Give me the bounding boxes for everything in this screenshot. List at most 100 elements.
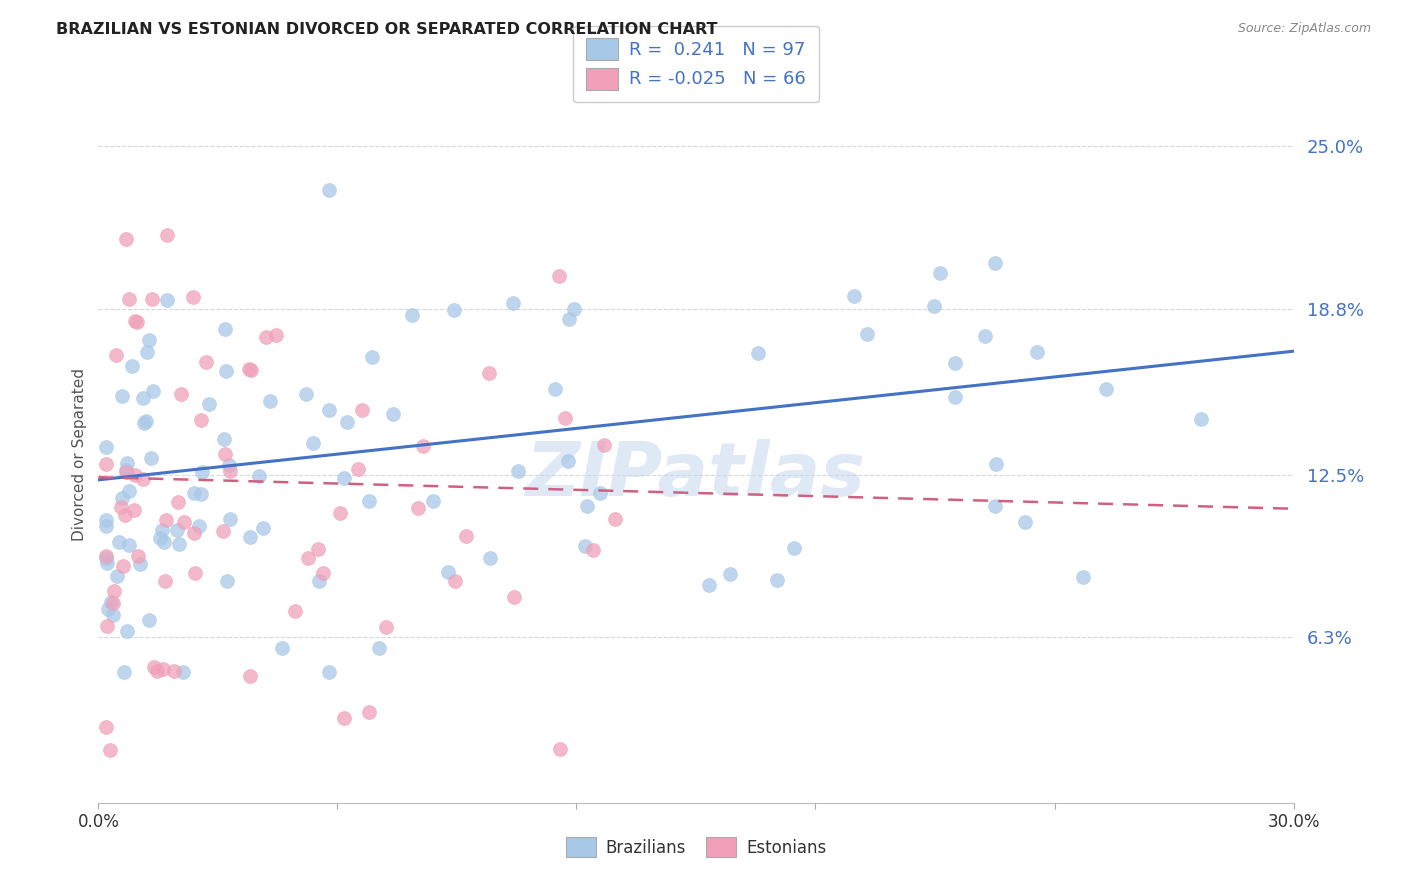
Point <box>118 292 141 306</box>
Point <box>984 499 1007 513</box>
Point <box>436 565 458 579</box>
Point <box>96 551 118 566</box>
Point <box>104 348 127 362</box>
Point <box>166 524 188 538</box>
Point <box>1095 383 1118 397</box>
Text: BRAZILIAN VS ESTONIAN DIVORCED OR SEPARATED CORRELATION CHART: BRAZILIAN VS ESTONIAN DIVORCED OR SEPARA… <box>56 22 717 37</box>
Point <box>129 558 152 572</box>
Point <box>352 402 374 417</box>
Point <box>150 523 173 537</box>
Point <box>195 355 218 369</box>
Point <box>332 711 354 725</box>
Point <box>346 462 368 476</box>
Point <box>502 296 524 310</box>
Point <box>297 550 319 565</box>
Point <box>149 532 172 546</box>
Point <box>214 322 236 336</box>
Point <box>96 513 118 527</box>
Point <box>247 468 270 483</box>
Point <box>132 473 155 487</box>
Point <box>114 665 136 679</box>
Point <box>359 705 381 719</box>
Legend: Brazilians, Estonians: Brazilians, Estonians <box>560 830 832 864</box>
Point <box>96 518 118 533</box>
Point <box>138 614 160 628</box>
Point <box>96 457 118 471</box>
Point <box>557 312 579 326</box>
Point <box>592 438 614 452</box>
Point <box>1014 515 1036 529</box>
Point <box>401 308 423 322</box>
Point <box>96 556 118 570</box>
Point <box>406 500 429 515</box>
Point <box>502 590 524 604</box>
Point <box>215 364 238 378</box>
Point <box>284 604 307 618</box>
Point <box>357 494 380 508</box>
Point <box>375 620 398 634</box>
Point <box>943 390 966 404</box>
Point <box>138 333 160 347</box>
Point <box>190 413 212 427</box>
Point <box>295 387 318 401</box>
Point <box>184 566 207 580</box>
Point <box>212 432 235 446</box>
Point <box>264 328 287 343</box>
Point <box>238 362 260 376</box>
Point <box>127 315 149 329</box>
Point <box>361 350 384 364</box>
Text: ZIPatlas: ZIPatlas <box>526 439 866 512</box>
Point <box>333 471 356 485</box>
Point <box>943 356 966 370</box>
Point <box>219 464 242 478</box>
Point <box>152 662 174 676</box>
Point <box>197 397 219 411</box>
Point <box>131 391 153 405</box>
Point <box>318 183 340 197</box>
Point <box>554 411 576 425</box>
Point <box>169 537 191 551</box>
Point <box>508 463 530 477</box>
Point <box>1026 345 1049 359</box>
Point <box>312 566 335 580</box>
Point <box>381 407 404 421</box>
Point <box>336 415 359 429</box>
Point <box>581 542 603 557</box>
Point <box>974 329 997 343</box>
Point <box>100 743 122 757</box>
Point <box>984 256 1007 270</box>
Point <box>219 512 242 526</box>
Point <box>124 467 146 482</box>
Point <box>141 293 163 307</box>
Point <box>167 495 190 509</box>
Point <box>111 491 134 505</box>
Point <box>783 541 806 555</box>
Point <box>747 346 769 360</box>
Point <box>190 486 212 500</box>
Point <box>329 506 352 520</box>
Point <box>367 640 389 655</box>
Point <box>697 578 720 592</box>
Point <box>139 451 162 466</box>
Point <box>96 549 118 563</box>
Point <box>97 602 120 616</box>
Point <box>318 402 340 417</box>
Point <box>155 574 177 588</box>
Point <box>122 503 145 517</box>
Point <box>254 330 277 344</box>
Point <box>103 583 125 598</box>
Point <box>118 538 141 552</box>
Point <box>124 313 146 327</box>
Point <box>478 366 501 380</box>
Point <box>111 389 134 403</box>
Point <box>422 494 444 508</box>
Point <box>135 344 157 359</box>
Point <box>1189 412 1212 426</box>
Point <box>135 413 157 427</box>
Point <box>103 596 125 610</box>
Point <box>110 500 132 514</box>
Point <box>544 382 567 396</box>
Point <box>443 302 465 317</box>
Point <box>96 440 118 454</box>
Point <box>156 293 179 307</box>
